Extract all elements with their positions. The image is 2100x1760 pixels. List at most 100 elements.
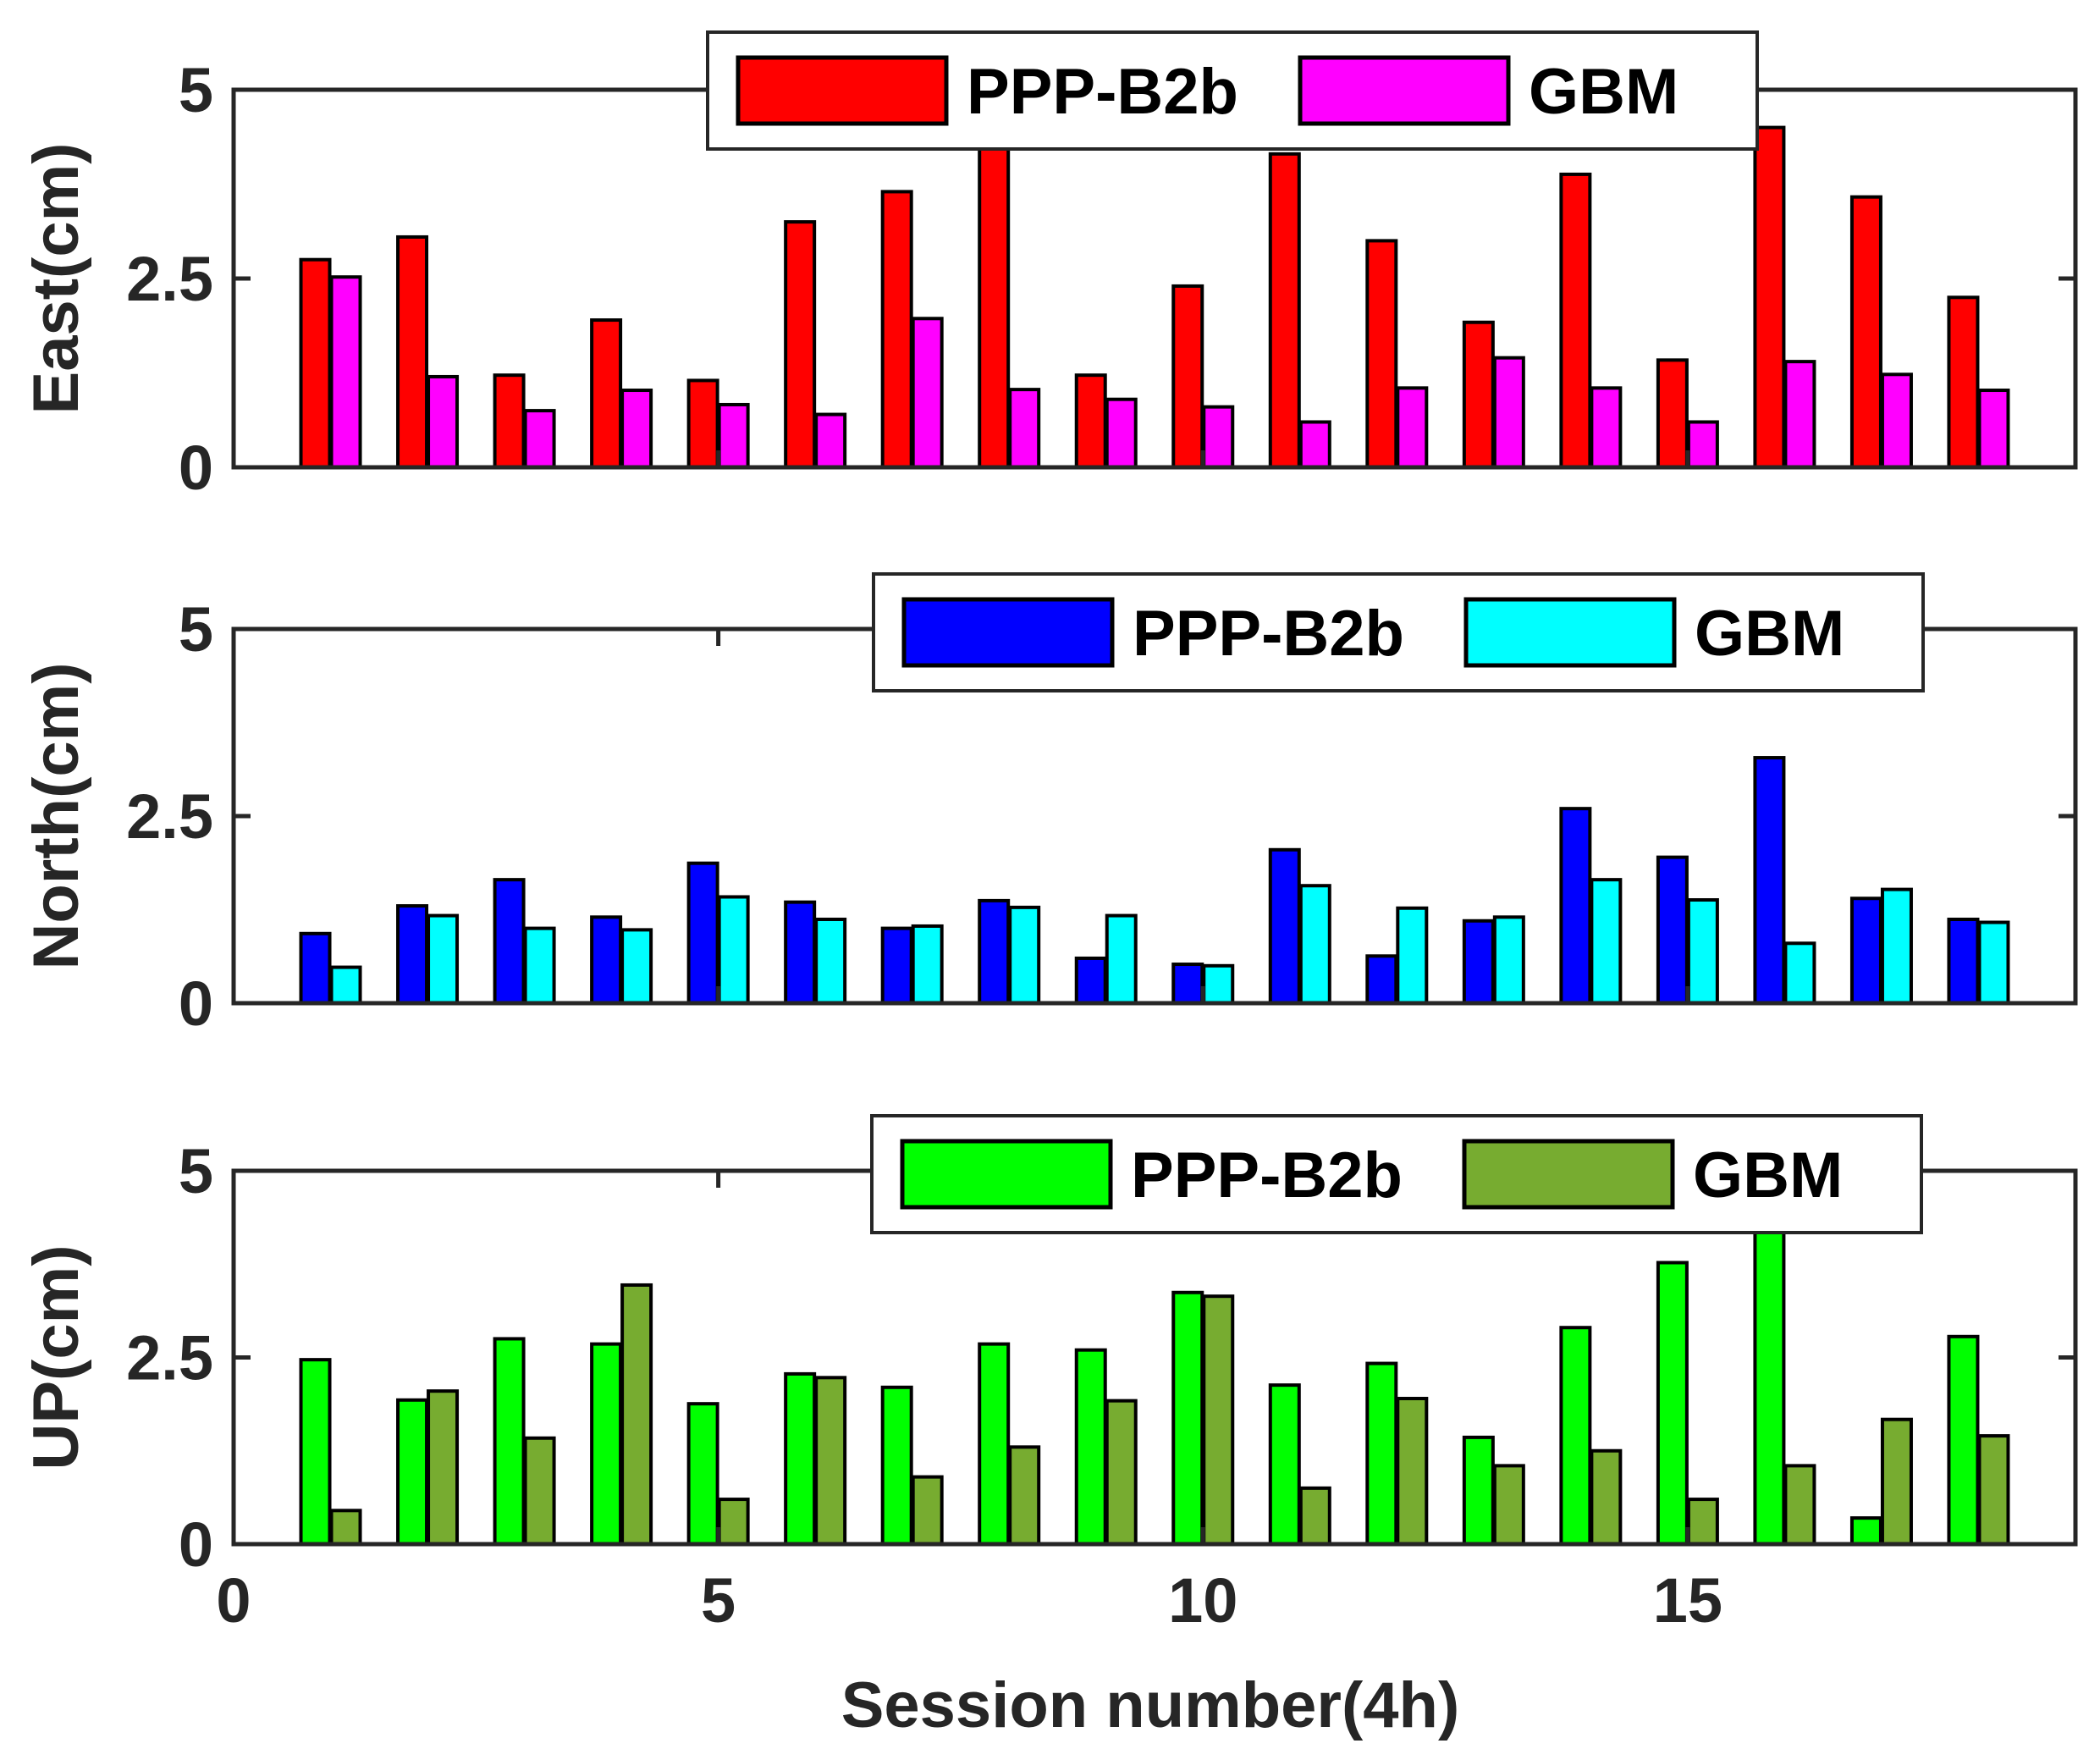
bar-up-ppp-b2b-13 <box>1462 1435 1495 1547</box>
y-axis-label-up: UP(cm) <box>20 1244 92 1470</box>
bar-north-ppp-b2b-16 <box>1753 756 1786 1005</box>
bar-up-gbm-2 <box>427 1389 460 1546</box>
bar-north-gbm-3 <box>523 926 556 1005</box>
bar-up-gbm-9 <box>1105 1399 1138 1546</box>
ytick-label-east-2: 5 <box>179 55 213 125</box>
panels: 0 2.5 5 East(cm) PPP-B2b GBM 0 2.5 5 North(cm) PPP… <box>20 30 2078 1636</box>
bar-up-ppp-b2b-7 <box>880 1385 913 1547</box>
legend-label-east-gbm: GBM <box>1529 56 1678 128</box>
bar-north-gbm-10 <box>1202 963 1235 1006</box>
bar-east-gbm-8 <box>1008 388 1041 469</box>
bar-east-ppp-b2b-13 <box>1462 320 1495 469</box>
bar-north-gbm-2 <box>427 913 460 1006</box>
bar-up-gbm-1 <box>329 1509 362 1547</box>
bar-up-ppp-b2b-1 <box>299 1358 332 1546</box>
y-axis-label-east: East(cm) <box>20 143 92 415</box>
legend-swatch-up-gbm <box>1462 1139 1675 1210</box>
x-axis-label: Session number(4h) <box>841 1669 1460 1741</box>
bar-up-gbm-14 <box>1590 1448 1623 1546</box>
bar-east-gbm-1 <box>329 275 362 469</box>
legend-swatch-north-gbm <box>1463 597 1677 668</box>
bar-up-gbm-17 <box>1880 1417 1913 1547</box>
bar-north-gbm-17 <box>1880 887 1913 1005</box>
series-east-gbm <box>329 275 2010 470</box>
bar-north-ppp-b2b-18 <box>1947 917 1980 1005</box>
legend-label-up-ppp-b2b: PPP-B2b <box>1131 1139 1403 1211</box>
bar-east-gbm-15 <box>1686 420 1719 470</box>
bar-up-gbm-10 <box>1202 1294 1235 1547</box>
bar-north-ppp-b2b-6 <box>784 900 817 1006</box>
bar-east-ppp-b2b-18 <box>1947 295 1980 469</box>
bar-up-gbm-8 <box>1008 1445 1041 1546</box>
bar-up-ppp-b2b-6 <box>784 1371 817 1547</box>
bar-east-ppp-b2b-5 <box>686 378 719 470</box>
series-north-gbm <box>329 878 2010 1006</box>
bar-east-ppp-b2b-14 <box>1559 172 1592 470</box>
bar-north-ppp-b2b-1 <box>299 931 332 1005</box>
bar-north-gbm-5 <box>717 895 750 1006</box>
bar-east-ppp-b2b-12 <box>1365 239 1398 469</box>
bar-north-gbm-9 <box>1105 913 1138 1006</box>
bar-north-gbm-11 <box>1298 884 1331 1006</box>
bar-east-ppp-b2b-2 <box>396 234 429 469</box>
legend-north: PPP-B2b GBM <box>872 572 1925 692</box>
bar-north-ppp-b2b-5 <box>686 861 719 1006</box>
bar-north-ppp-b2b-10 <box>1171 963 1204 1005</box>
legend-label-up-gbm: GBM <box>1693 1139 1843 1211</box>
series-east-ppp-b2b <box>299 125 1980 470</box>
bar-up-ppp-b2b-18 <box>1947 1334 1980 1546</box>
bar-east-gbm-16 <box>1783 360 1816 469</box>
bar-east-gbm-3 <box>523 409 556 470</box>
bar-north-gbm-15 <box>1686 898 1719 1006</box>
bar-north-gbm-18 <box>1977 920 2010 1005</box>
xtick-label-2: 10 <box>1168 1565 1237 1636</box>
ytick-label-up-1: 2.5 <box>126 1323 213 1393</box>
series-north-ppp-b2b <box>299 756 1980 1006</box>
bar-north-ppp-b2b-13 <box>1462 919 1495 1006</box>
bar-east-gbm-11 <box>1298 420 1331 470</box>
bar-east-gbm-17 <box>1880 372 1913 469</box>
bar-east-ppp-b2b-10 <box>1171 284 1204 470</box>
bar-north-ppp-b2b-11 <box>1268 847 1301 1006</box>
ytick-label-north-2: 5 <box>179 594 213 665</box>
bar-east-ppp-b2b-4 <box>590 318 623 469</box>
legend-swatch-east-ppp-b2b <box>736 55 949 126</box>
bar-up-ppp-b2b-10 <box>1171 1290 1204 1546</box>
ytick-label-north-0: 0 <box>179 968 213 1039</box>
bar-north-gbm-14 <box>1590 878 1623 1006</box>
bar-up-ppp-b2b-15 <box>1656 1261 1689 1546</box>
bar-north-ppp-b2b-12 <box>1365 954 1398 1005</box>
bar-up-gbm-7 <box>911 1475 944 1546</box>
bar-east-gbm-14 <box>1590 386 1623 469</box>
bar-east-gbm-4 <box>620 389 653 469</box>
bar-east-gbm-6 <box>814 412 847 469</box>
bar-north-gbm-1 <box>329 965 362 1005</box>
series-up-gbm <box>329 1283 2010 1547</box>
bar-east-gbm-5 <box>717 402 750 469</box>
xtick-label-1: 5 <box>701 1565 736 1636</box>
bar-up-ppp-b2b-11 <box>1268 1383 1301 1547</box>
bar-east-ppp-b2b-15 <box>1656 358 1689 469</box>
bar-east-gbm-18 <box>1977 389 2010 469</box>
bar-north-gbm-8 <box>1008 905 1041 1006</box>
bar-east-gbm-10 <box>1202 405 1235 470</box>
ytick-label-east-0: 0 <box>179 433 213 503</box>
bar-east-ppp-b2b-17 <box>1849 195 1882 469</box>
xtick-label-0: 0 <box>216 1565 251 1636</box>
bar-up-gbm-12 <box>1396 1397 1429 1547</box>
bar-north-ppp-b2b-17 <box>1849 897 1882 1005</box>
bar-north-gbm-7 <box>911 924 944 1005</box>
bar-north-ppp-b2b-4 <box>590 915 623 1005</box>
bar-east-gbm-2 <box>427 374 460 469</box>
bar-north-gbm-13 <box>1492 915 1525 1005</box>
bar-north-ppp-b2b-9 <box>1074 956 1107 1005</box>
bar-up-gbm-13 <box>1492 1464 1525 1547</box>
bar-east-gbm-12 <box>1396 386 1429 469</box>
legend-up: PPP-B2b GBM <box>870 1114 1923 1234</box>
bar-north-ppp-b2b-3 <box>493 878 526 1006</box>
bar-north-ppp-b2b-15 <box>1656 855 1689 1005</box>
legend-east: PPP-B2b GBM <box>706 30 1759 151</box>
y-axis-label-north: North(cm) <box>20 662 92 969</box>
legend-swatch-east-gbm <box>1298 55 1511 126</box>
